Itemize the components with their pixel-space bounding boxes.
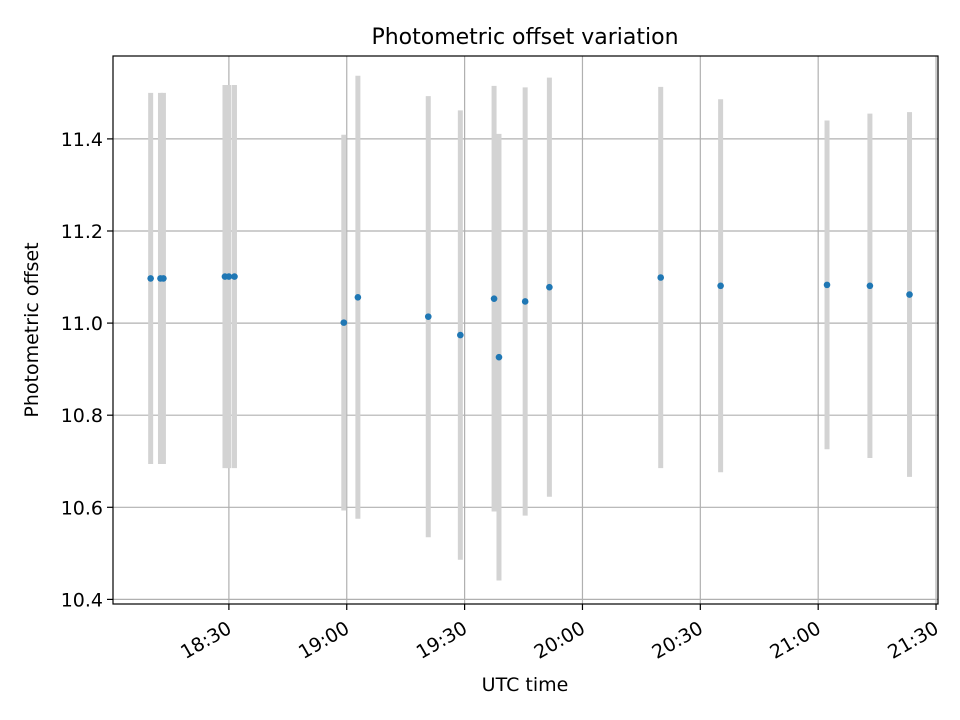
x-tick-label: 21:00 [766,617,824,663]
data-point [717,282,724,290]
data-points [147,273,913,361]
data-point [160,275,167,282]
chart-title: Photometric offset variation [371,25,678,50]
y-tick-label: 10.4 [61,589,103,611]
data-point [354,294,362,301]
data-point [866,282,874,290]
x-tick-label: 20:30 [648,617,706,663]
data-point [495,353,503,361]
data-point [546,283,553,291]
y-tick-label: 11.4 [61,129,103,151]
data-point [147,275,154,282]
y-axis-label: Photometric offset [21,242,43,417]
data-point [340,319,348,326]
data-point [424,313,432,320]
data-point [457,331,464,339]
y-tick-label: 10.8 [61,405,103,427]
data-point [823,281,831,289]
x-tick-label: 19:30 [413,617,471,663]
plot-frame [112,55,939,605]
x-axis-label: UTC time [482,674,569,696]
y-tick-label: 11.2 [61,221,103,243]
x-tick-label: 20:00 [531,617,589,663]
y-tick-label: 10.6 [61,497,103,519]
y-axis-ticks: 10.4 10.6 10.8 11.0 11.2 11.4 [61,129,113,611]
x-tick-label: 19:00 [295,617,353,663]
data-point [906,291,913,298]
x-tick-label: 21:30 [884,617,942,663]
x-tick-label: 18:30 [177,617,235,663]
y-tick-label: 11.0 [61,313,103,335]
data-point [657,274,665,281]
data-point [225,273,233,280]
x-axis-ticks: 18:30 19:00 19:30 20:00 20:30 21:00 21:30 [177,604,943,664]
data-point [490,295,498,302]
data-point [521,298,529,305]
data-point [231,273,238,280]
